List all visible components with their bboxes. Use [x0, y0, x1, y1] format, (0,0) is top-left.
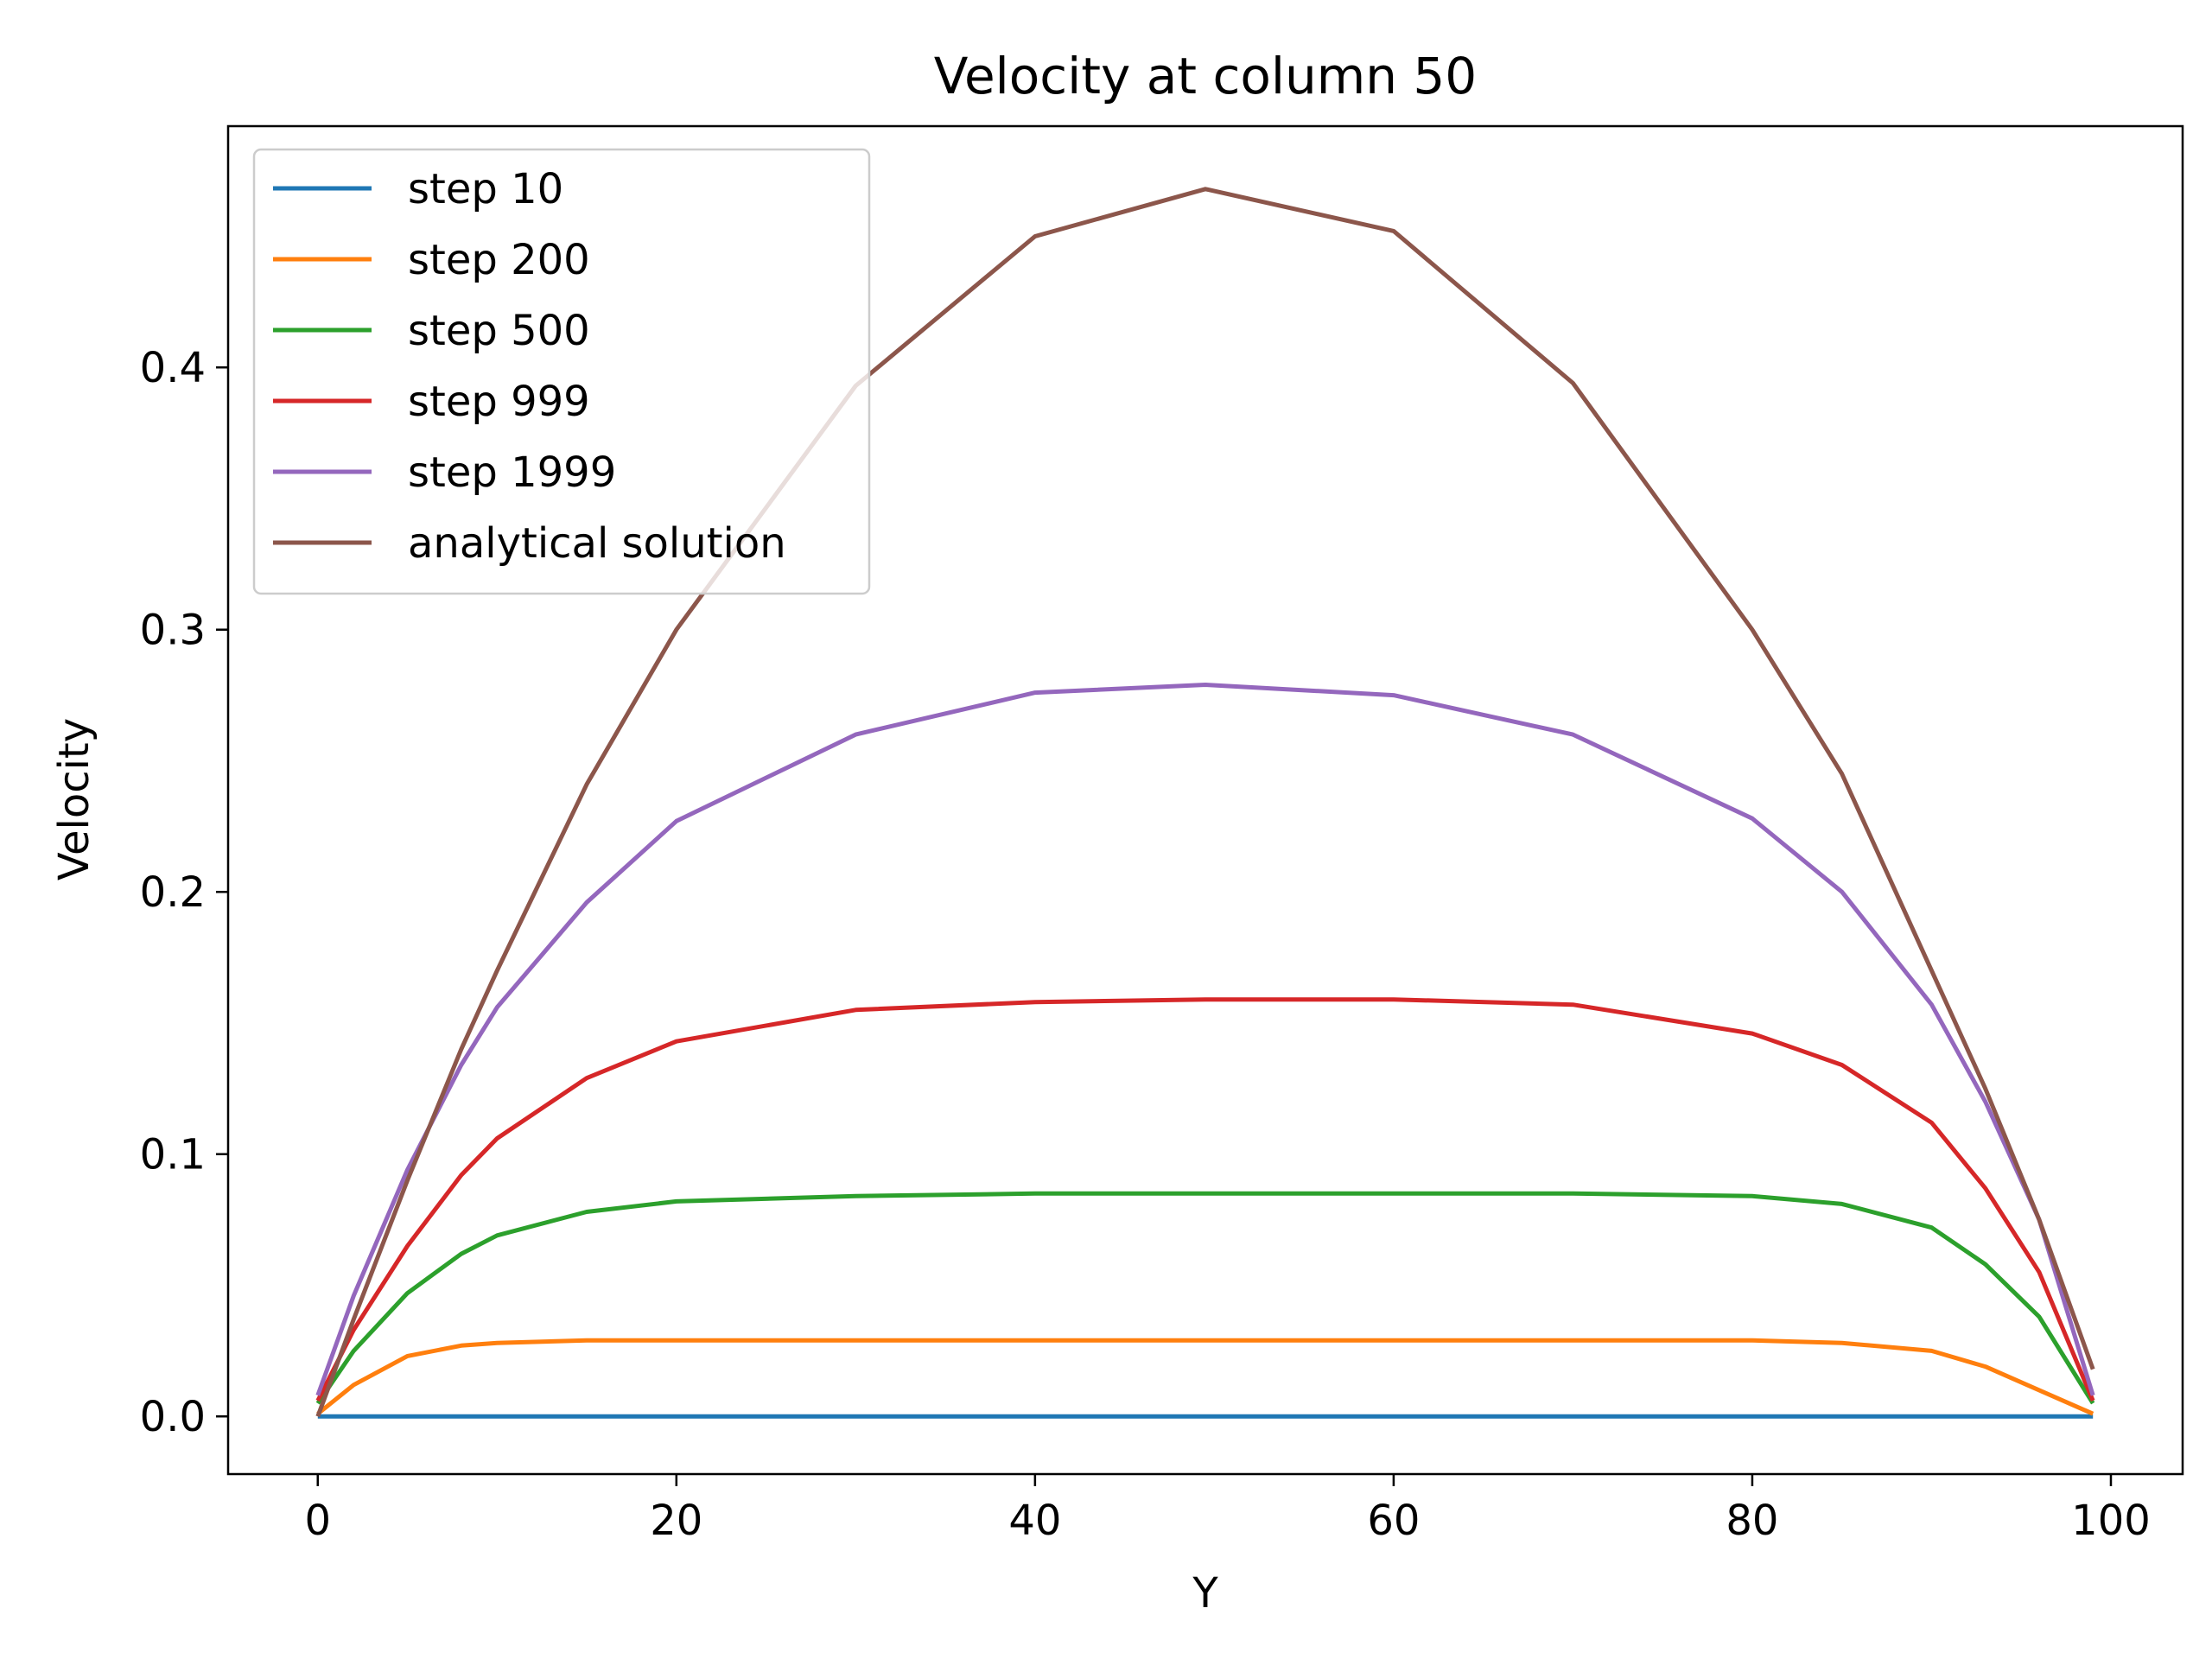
legend-label-step-999: step 999 — [408, 378, 590, 426]
series-line-analytical-solution — [315, 187, 2095, 1418]
legend-label-step-1999: step 1999 — [408, 448, 616, 497]
x-tick-label: 20 — [650, 1497, 702, 1545]
legend-box — [252, 148, 871, 595]
x-tick-label: 0 — [304, 1497, 331, 1545]
y-tick-label: 0.2 — [140, 868, 206, 917]
series-line-step-999 — [315, 997, 2095, 1402]
y-tick-label: 0.3 — [140, 607, 206, 655]
legend: step 10 step 200 step 500 step 999 step 1999… — [252, 148, 871, 595]
x-tick-label: 60 — [1367, 1497, 1420, 1545]
plot-frame — [226, 124, 2184, 1476]
x-axis-label: Y — [1192, 1569, 1218, 1618]
series-layer — [315, 187, 2095, 1419]
series-line-step-1999 — [315, 683, 2095, 1396]
series-line-step-500 — [315, 1191, 2095, 1405]
x-tick-label: 100 — [2071, 1497, 2151, 1545]
y-tick-label: 0.4 — [140, 344, 206, 392]
y-tick-label: 0.1 — [140, 1131, 206, 1179]
y-axis-label: Velocity — [50, 718, 99, 880]
legend-label-analytical-solution: analytical solution — [408, 519, 786, 568]
x-tick-label: 40 — [1008, 1497, 1061, 1545]
legend-label-step-500: step 500 — [408, 307, 590, 355]
legend-label-step-200: step 200 — [408, 236, 590, 284]
x-axis-ticks: 0 20 40 60 80 100 — [304, 1474, 2151, 1545]
series-line-step-200 — [316, 1338, 2094, 1416]
chart-title: Velocity at column 50 — [934, 47, 1477, 105]
legend-label-step-10: step 10 — [408, 165, 563, 213]
y-tick-label: 0.0 — [140, 1393, 206, 1441]
x-tick-label: 80 — [1726, 1497, 1778, 1545]
y-axis-ticks: 0.0 0.1 0.2 0.3 0.4 — [140, 344, 228, 1441]
